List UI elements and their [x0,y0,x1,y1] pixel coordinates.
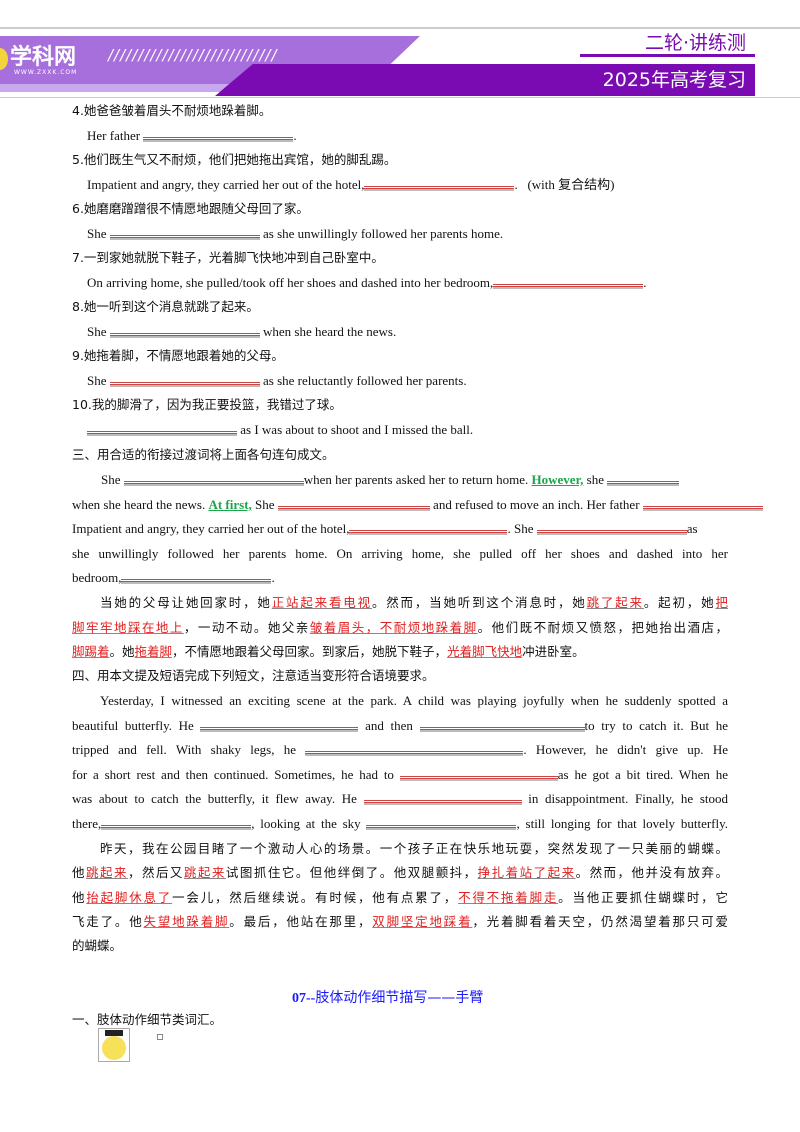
paragraph-line: there,, looking at the sky , still longi… [72,815,729,831]
divider [580,54,755,57]
answer-blank[interactable] [109,225,260,238]
header-rule [0,97,800,98]
mascot-icon [0,48,8,70]
answer-blank[interactable] [536,520,687,533]
paragraph-line: Yesterday, I witnessed an exciting scene… [100,693,728,708]
series-title: 二轮·讲练测 [644,32,746,54]
paragraph-line: 当她的父母让她回家时，她正站起来看电视。然而，当她听到这个消息时，她跳了起来。起… [100,595,728,610]
item-zh: 9.她拖着脚，不情愿地跟着她的父母。 [72,348,284,363]
decor-slashes: //////////////////////////// [108,46,278,64]
answer-blank[interactable] [87,421,237,434]
logo-url: WWW.ZXXK.COM [14,69,78,76]
answer-blank[interactable] [364,176,515,189]
transition-word: However, [531,472,584,487]
answer-blank[interactable] [493,274,644,287]
answer-blank[interactable] [349,520,508,533]
page-header: 学科网 WWW.ZXXK.COM ///////////////////////… [0,32,760,96]
paragraph-line: She when her parents asked her to return… [101,471,680,489]
paragraph-line: 他抬起脚休息了一会儿，然后继续说。有时候，他有点累了，不得不拖着脚走。当他正要抓… [72,890,728,905]
item-en: as I was about to shoot and I missed the… [87,421,473,439]
section-heading: 三、用合适的衔接过渡词将上面各句连句成文。 [72,447,335,462]
top-rule [0,27,800,29]
answer-blank[interactable] [121,569,272,582]
lesson-title: 07--肢体动作细节描写——手臂 [292,990,484,1006]
answer-blank[interactable] [123,471,304,484]
item-zh: 5.他们既生气又不耐烦，他们把她拖出宾馆，她的脚乱踢。 [72,152,397,167]
answer-blank[interactable] [363,790,522,803]
paragraph-line: bedroom,. [72,569,275,585]
paragraph-line: 他跳起来，然后又跳起来试图抓住它。但他绊倒了。他双腿颤抖，挣扎着站了起来。然而，… [72,865,728,880]
paragraph-line: Impatient and angry, they carried her ou… [72,520,698,536]
scholar-mascot-icon [98,1028,130,1062]
paragraph-line: beautiful butterfly. He and then to try … [72,717,728,733]
transition-word: At first, [208,497,252,512]
answer-blank[interactable] [366,815,517,828]
answer-blank[interactable] [101,815,252,828]
header-subtitle: 2025年高考复习 [602,69,746,91]
paragraph-line: 脚牢牢地踩在地上，一动不动。她父亲皱着眉头，不耐烦地跺着脚。他们既不耐烦又愤怒，… [72,620,728,635]
paragraph-line: 的蝴蝶。 [72,938,123,953]
paragraph-line: tripped and fell. With shaky legs, he . … [72,741,728,757]
paragraph-line: 飞走了。他失望地跺着脚。最后，他站在那里，双脚坚定地踩着，光着脚看着天空，仍然渴… [72,914,728,929]
answer-blank[interactable] [109,323,260,336]
item-zh: 8.她一听到这个消息就跳了起来。 [72,299,259,314]
paragraph-line: 脚踢着。她拖着脚，不情愿地跟着父母回家。到家后，她脱下鞋子，光着脚飞快地冲进卧室… [72,644,585,659]
item-zh: 6.她磨磨蹭蹭很不情愿地跟随父母回了家。 [72,201,309,216]
item-zh: 7.一到家她就脱下鞋子，光着脚飞快地冲到自己卧室中。 [72,250,384,265]
item-en: On arriving home, she pulled/took off he… [87,274,647,290]
header-stripe [0,84,230,92]
answer-blank[interactable] [607,471,680,484]
answer-blank[interactable] [399,766,558,779]
anchor-marker [157,1034,163,1040]
paragraph-line: for a short rest and then continued. Som… [72,766,729,782]
logo: 学科网 [10,45,77,70]
paragraph-line: she unwillingly followed her parents hom… [72,546,728,561]
paragraph-line: 昨天，我在公园目睹了一个激动人心的场景。一个孩子正在快乐地玩耍，突然发现了一只美… [100,841,728,856]
item-en: Her father . [87,127,297,143]
answer-blank[interactable] [305,741,524,754]
header-band-dark [215,64,755,96]
section-heading: 四、用本文提及短语完成下列短文，注意适当变形符合语境要求。 [72,668,435,683]
item-en: Impatient and angry, they carried her ou… [87,176,615,192]
item-zh: 4.她爸爸皱着眉头不耐烦地跺着脚。 [72,103,272,118]
item-zh: 10.我的脚滑了，因为我正要投篮，我错过了球。 [72,397,342,412]
answer-blank[interactable] [109,372,260,385]
item-en: She as she reluctantly followed her pare… [87,372,467,388]
section-heading: 一、肢体动作细节类词汇。 [72,1012,223,1027]
answer-blank[interactable] [200,717,359,730]
answer-blank[interactable] [419,717,585,730]
paragraph-line: was about to catch the butterfly, it fle… [72,790,729,806]
item-en: She when she heard the news. [87,323,397,339]
item-en: She as she unwillingly followed her pare… [87,225,504,241]
answer-blank[interactable] [277,496,430,509]
answer-blank[interactable] [642,496,763,509]
paragraph-line: when she heard the news. At first, She a… [72,496,763,514]
answer-blank[interactable] [143,127,294,140]
